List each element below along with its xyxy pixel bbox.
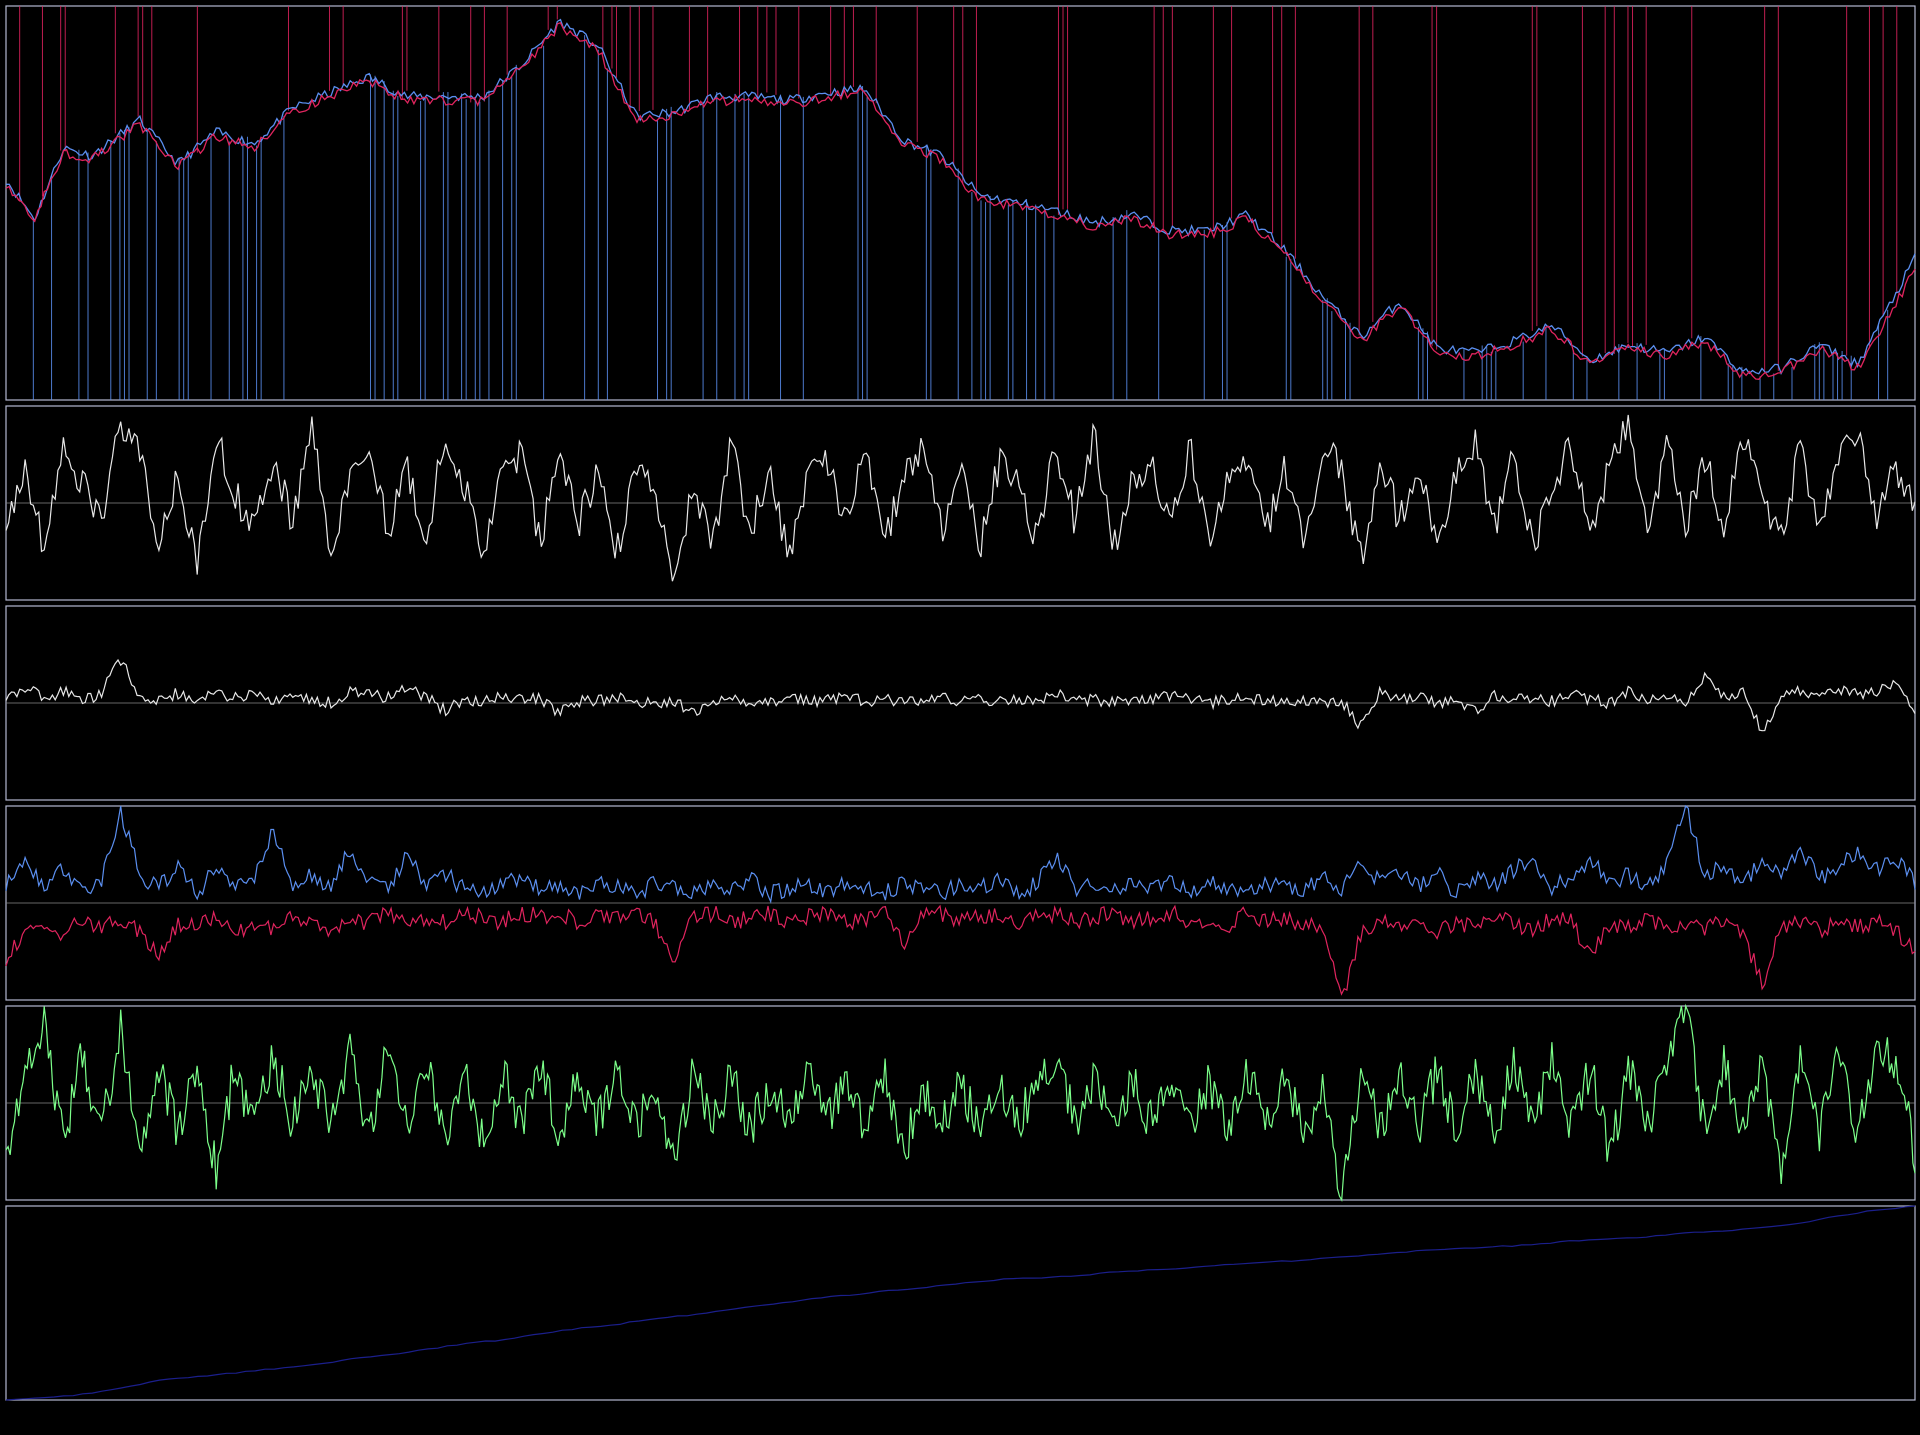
price-panel-frame [5, 5, 1916, 401]
momentum-panel-series-0 [5, 658, 1916, 732]
oscillator-panel-series-0 [5, 414, 1916, 582]
equity-panel-series-0 [5, 1205, 1916, 1401]
volume-panel-series-1 [5, 904, 1916, 996]
volume-panel-series-0 [5, 804, 1916, 904]
bearish-price-line [5, 21, 1916, 380]
histogram-panel-series-0 [5, 1003, 1916, 1202]
equity-panel-frame [5, 1205, 1916, 1401]
